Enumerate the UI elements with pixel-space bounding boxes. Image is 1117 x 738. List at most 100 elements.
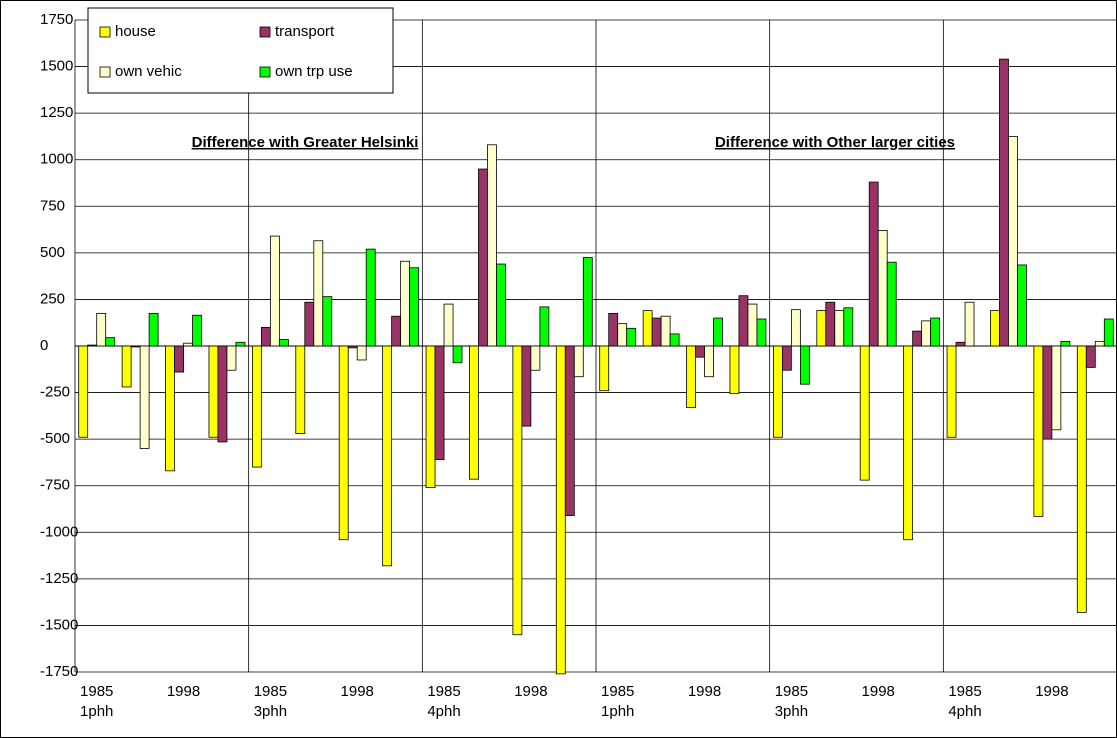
bar <box>1042 345 1053 440</box>
group-label: 3phh <box>254 703 287 720</box>
y-tick-label: -500 <box>40 430 70 447</box>
bar <box>660 315 671 347</box>
bar <box>295 345 306 434</box>
bar <box>582 257 593 347</box>
bar <box>208 345 219 438</box>
bar <box>78 345 89 438</box>
bar <box>564 345 575 516</box>
y-tick-label: 1000 <box>40 151 73 168</box>
bar <box>1008 136 1018 347</box>
bar <box>756 318 767 347</box>
bar <box>790 309 801 347</box>
y-tick-label: -750 <box>40 477 70 494</box>
legend-swatch <box>259 66 271 78</box>
bar <box>834 310 845 347</box>
bar <box>400 260 411 347</box>
x-tick-label: 1985 <box>775 683 808 700</box>
bar <box>930 317 941 347</box>
legend-label: own vehic <box>115 63 182 80</box>
legend-box <box>87 7 394 94</box>
bar <box>165 345 175 472</box>
bar <box>382 345 393 567</box>
bar <box>1060 340 1071 347</box>
bar <box>686 345 696 408</box>
bar <box>512 345 523 636</box>
x-tick-label: 1985 <box>601 683 634 700</box>
bar <box>1017 264 1027 347</box>
bar <box>434 345 445 461</box>
bar <box>539 306 550 347</box>
y-tick-label: 1500 <box>40 58 73 75</box>
y-tick-label: 750 <box>40 197 65 214</box>
bar <box>409 267 420 347</box>
legend-label: house <box>115 23 156 40</box>
x-tick-label: 1985 <box>427 683 460 700</box>
group-label: 4phh <box>427 703 460 720</box>
annotation: Difference with Greater Helsinki <box>192 134 419 151</box>
bar <box>772 345 783 438</box>
bar <box>859 345 870 481</box>
annotation: Difference with Other larger cities <box>715 134 955 151</box>
bar <box>487 144 497 347</box>
bar <box>251 345 262 468</box>
bar <box>1085 345 1096 368</box>
bar <box>338 345 349 541</box>
x-tick-label: 1998 <box>688 683 721 700</box>
bar <box>964 301 975 347</box>
bar <box>425 345 436 488</box>
bar <box>269 235 280 347</box>
group-label: 3phh <box>775 703 808 720</box>
bar <box>235 341 246 347</box>
x-tick-label: 1998 <box>1035 683 1068 700</box>
bar <box>365 248 376 347</box>
x-tick-label: 1998 <box>862 683 895 700</box>
bar <box>496 263 506 347</box>
bar <box>278 339 289 347</box>
y-tick-label: 1250 <box>40 104 73 121</box>
bar <box>226 345 237 371</box>
bar <box>1051 345 1062 431</box>
y-tick-label: 1750 <box>40 11 73 28</box>
x-tick-label: 1985 <box>948 683 981 700</box>
bar <box>816 310 827 347</box>
bar <box>781 345 792 371</box>
bar <box>174 345 184 373</box>
bar <box>747 303 758 347</box>
bar <box>1103 318 1114 347</box>
bar <box>555 345 566 675</box>
bar <box>130 345 141 348</box>
bar <box>642 310 653 347</box>
bar <box>599 345 610 392</box>
bar <box>1033 345 1044 517</box>
bar <box>356 345 367 361</box>
bar <box>217 345 228 443</box>
bar <box>192 314 202 347</box>
bar <box>87 344 98 347</box>
group-label: 1phh <box>601 703 634 720</box>
x-tick-label: 1998 <box>167 683 200 700</box>
x-tick-label: 1985 <box>80 683 113 700</box>
y-tick-label: 500 <box>40 244 65 261</box>
group-label: 1phh <box>80 703 113 720</box>
bar <box>903 345 914 541</box>
bar <box>469 345 479 480</box>
legend-swatch <box>259 26 271 38</box>
bar <box>608 312 619 347</box>
x-tick-label: 1998 <box>341 683 374 700</box>
bar <box>868 181 879 347</box>
bar <box>183 342 193 347</box>
bar <box>391 315 402 347</box>
legend-label: transport <box>275 23 335 40</box>
bar <box>96 312 107 347</box>
bar <box>617 323 628 347</box>
bar <box>999 58 1009 347</box>
bar <box>713 317 723 347</box>
bar <box>669 333 680 347</box>
bar <box>573 345 584 378</box>
bar <box>886 261 897 347</box>
y-tick-label: -1500 <box>40 616 78 633</box>
bar <box>478 168 488 347</box>
bar <box>729 345 740 394</box>
bar <box>946 345 957 438</box>
